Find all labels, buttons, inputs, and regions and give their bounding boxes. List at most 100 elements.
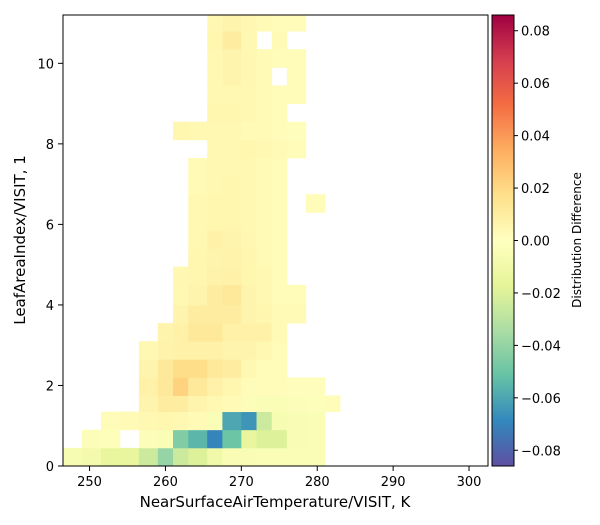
heatmap-cell xyxy=(188,429,208,449)
heatmap-cell xyxy=(173,447,189,467)
heatmap-cell xyxy=(119,411,140,431)
heatmap-cell xyxy=(305,395,326,413)
heatmap-cell xyxy=(222,429,242,449)
heatmap-cell xyxy=(188,377,208,396)
heatmap-cell xyxy=(222,67,242,86)
heatmap-cell xyxy=(305,194,326,213)
heatmap-cell xyxy=(271,359,288,378)
heatmap-cell xyxy=(173,304,189,324)
heatmap-cell xyxy=(63,447,83,467)
heatmap-cell xyxy=(286,121,307,141)
colorbar-tick-label: −0.06 xyxy=(521,392,561,407)
heatmap-cell xyxy=(271,248,288,268)
heatmap-cell xyxy=(207,230,223,249)
heatmap-cell xyxy=(241,103,257,123)
heatmap-cell xyxy=(100,429,121,449)
heatmap-cell xyxy=(173,359,189,378)
heatmap-cell xyxy=(241,49,257,68)
heatmap-cell xyxy=(188,266,208,286)
heatmap-cell xyxy=(271,447,288,467)
heatmap-cell xyxy=(173,395,189,413)
heatmap-cell xyxy=(207,31,223,50)
heatmap-cell xyxy=(241,194,257,213)
colorbar xyxy=(491,14,515,467)
heatmap-cell xyxy=(188,230,208,249)
heatmap-cell xyxy=(271,31,288,50)
heatmap-cell xyxy=(188,341,208,360)
heatmap-cell xyxy=(207,395,223,413)
heatmap-cell xyxy=(271,49,288,68)
heatmap-cell xyxy=(241,377,257,396)
heatmap-cell xyxy=(173,411,189,431)
heatmap-cell xyxy=(271,304,288,324)
heatmap-cell xyxy=(271,176,288,195)
heatmap-cell xyxy=(157,323,174,342)
heatmap-cell xyxy=(256,85,273,104)
heatmap-cell xyxy=(222,194,242,213)
heatmap-cell xyxy=(241,447,257,467)
heatmap-cell xyxy=(256,103,273,123)
heatmap-cell xyxy=(188,194,208,213)
heatmap-cell xyxy=(271,194,288,213)
heatmap-cell xyxy=(222,323,242,342)
colorbar-tick-label: −0.02 xyxy=(521,287,561,302)
heatmap-cell xyxy=(207,49,223,68)
y-tick-label: 10 xyxy=(37,57,54,72)
heatmap-cell xyxy=(222,31,242,50)
colorbar-tick-label: 0.02 xyxy=(521,182,550,197)
heatmap-cell xyxy=(271,15,288,32)
heatmap-cell xyxy=(286,411,307,431)
heatmap-cell xyxy=(207,341,223,360)
heatmap-cell xyxy=(222,85,242,104)
y-tick-label: 8 xyxy=(46,138,54,153)
heatmap-cell xyxy=(241,139,257,159)
heatmap-cell xyxy=(305,429,326,449)
heatmap-cell xyxy=(207,212,223,231)
heatmap-cell xyxy=(188,157,208,177)
heatmap-cell xyxy=(271,411,288,431)
heatmap-cell xyxy=(286,304,307,324)
heatmap-cell xyxy=(271,323,288,342)
heatmap-cell xyxy=(138,447,159,467)
heatmap-cell xyxy=(241,212,257,231)
heatmap-cell xyxy=(222,248,242,268)
heatmap-cell xyxy=(256,67,273,86)
heatmap-cell xyxy=(157,341,174,360)
heatmap-cell xyxy=(256,377,273,396)
heatmap-cell xyxy=(188,121,208,141)
heatmap-cell xyxy=(222,377,242,396)
heatmap-cell xyxy=(188,359,208,378)
heatmap-cell xyxy=(138,429,159,449)
heatmap-cell xyxy=(100,411,121,431)
heatmap-cell xyxy=(271,230,288,249)
heatmap-cell xyxy=(188,395,208,413)
heatmap-cell xyxy=(271,121,288,141)
heatmap-cell xyxy=(173,323,189,342)
heatmap-cell xyxy=(207,266,223,286)
heatmap-cell xyxy=(222,411,242,431)
x-tick-label: 300 xyxy=(457,475,482,490)
heatmap-cell xyxy=(305,447,326,467)
x-tick-label: 280 xyxy=(305,475,330,490)
heatmap-cell xyxy=(222,304,242,324)
heatmap-cell xyxy=(157,377,174,396)
heatmap-cell xyxy=(286,85,307,104)
heatmap-cell xyxy=(256,194,273,213)
heatmap-cell xyxy=(271,284,288,306)
x-axis-ticks: 250 260 270 280 290 300 xyxy=(77,466,481,490)
heatmap-cell xyxy=(241,157,257,177)
heatmap-cell xyxy=(188,304,208,324)
heatmap-cell xyxy=(207,248,223,268)
heatmap-cell xyxy=(256,121,273,141)
heatmap-cell xyxy=(207,103,223,123)
heatmap-cell xyxy=(305,377,326,396)
heatmap-cell xyxy=(256,341,273,360)
heatmap-cell xyxy=(305,411,326,431)
heatmap-cell xyxy=(222,447,242,467)
heatmap-cell xyxy=(241,121,257,141)
heatmap-cell xyxy=(256,284,273,306)
heatmap-cell xyxy=(207,194,223,213)
heatmap-cells xyxy=(63,15,341,467)
colorbar-ticks: −0.08 −0.06 −0.04 −0.02 0.00 0.02 0.04 0.06 0.08 xyxy=(514,25,561,459)
heatmap-cell xyxy=(241,248,257,268)
